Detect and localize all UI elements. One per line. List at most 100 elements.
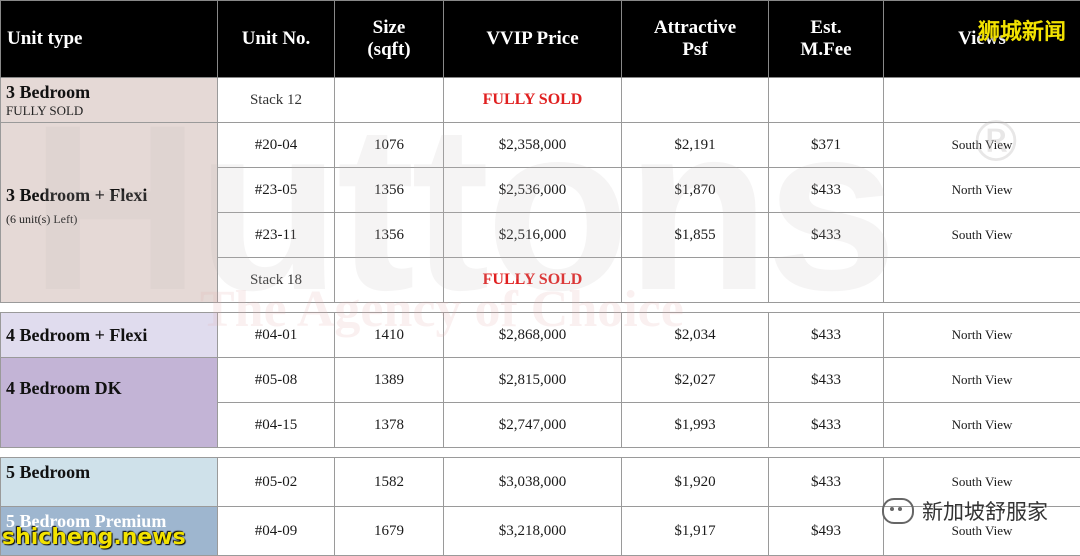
unit-no-cell: #23-05: [217, 167, 335, 213]
psf-cell: $2,034: [621, 312, 769, 358]
view-cell: South View: [883, 457, 1080, 507]
shicheng-logo-bottom: shicheng.news: [2, 525, 186, 550]
unit-no-cell: #23-11: [217, 212, 335, 258]
price-cell: $3,038,000: [443, 457, 622, 507]
psf-cell: $1,855: [621, 212, 769, 258]
unit-no-cell: #05-08: [217, 357, 335, 403]
unit-type-label: 3 Bedroom: [6, 81, 91, 102]
table-row: #23-11 1356 $2,516,000 $1,855 $433 South…: [1, 212, 1080, 258]
view-cell: North View: [883, 167, 1080, 213]
size-cell: 1582: [334, 457, 444, 507]
size-cell: 1356: [334, 167, 444, 213]
header-fee-line1: Est.: [810, 17, 842, 38]
unit-no-cell: #20-04: [217, 122, 335, 168]
unit-type-5-bedroom-premium: 5 Bedroom Premium: [0, 506, 218, 556]
table-row: #23-05 1356 $2,536,000 $1,870 $433 North…: [1, 167, 1080, 213]
psf-cell: $1,917: [621, 506, 769, 556]
price-cell: $2,868,000: [443, 312, 622, 358]
size-cell: 1356: [334, 212, 444, 258]
fully-sold-label: FULLY SOLD: [482, 271, 583, 288]
view-cell: South View: [883, 506, 1080, 556]
wechat-account-badge: 新加坡舒服家: [882, 496, 1048, 526]
psf-cell: $1,993: [621, 402, 769, 448]
unit-type-4-bedroom-flexi: 4 Bedroom + Flexi: [0, 312, 218, 358]
fee-cell: [768, 257, 884, 303]
psf-cell: $2,191: [621, 122, 769, 168]
price-cell: $3,218,000: [443, 506, 622, 556]
view-cell: South View: [883, 212, 1080, 258]
unit-type-4-bedroom-dk: 4 Bedroom DK: [0, 357, 218, 448]
unit-type-status: FULLY SOLD: [6, 102, 84, 118]
view-cell: South View: [883, 122, 1080, 168]
unit-no-cell: #04-09: [217, 506, 335, 556]
view-cell: [883, 77, 1080, 123]
units-left-note: (6 unit(s) Left): [6, 212, 78, 226]
fee-cell: $433: [768, 167, 884, 213]
fee-cell: $493: [768, 506, 884, 556]
unit-type-3-bedroom-flexi: 3 Bedroom + Flexi (6 unit(s) Left): [0, 122, 218, 303]
view-cell: North View: [883, 357, 1080, 403]
fully-sold-label: FULLY SOLD: [482, 91, 583, 108]
wechat-icon: [882, 498, 914, 524]
unit-no-cell: Stack 18: [217, 257, 335, 303]
table-header-row: Unit type Unit No. Size (sqft) VVIP Price…: [0, 0, 1080, 78]
price-cell: $2,358,000: [443, 122, 622, 168]
header-vvip-price: VVIP Price: [443, 0, 622, 78]
size-cell: 1410: [334, 312, 444, 358]
unit-no-cell: #04-15: [217, 402, 335, 448]
size-cell: 1076: [334, 122, 444, 168]
fee-cell: [768, 77, 884, 123]
unit-type-label: 4 Bedroom + Flexi: [6, 324, 148, 345]
group-spacer: [0, 447, 1080, 458]
header-unit-no: Unit No.: [217, 0, 335, 78]
header-size-line2: (sqft): [367, 39, 411, 60]
spacer-cell: [0, 447, 1080, 458]
unit-no-cell: #04-01: [217, 312, 335, 358]
unit-no-cell: #05-02: [217, 457, 335, 507]
size-cell: 1389: [334, 357, 444, 403]
size-cell: 1679: [334, 506, 444, 556]
price-cell: FULLY SOLD: [443, 77, 622, 123]
header-fee-line2: M.Fee: [800, 39, 852, 60]
unit-type-5-bedroom: 5 Bedroom: [0, 457, 218, 507]
unit-type-label: 3 Bedroom + Flexi: [6, 185, 148, 205]
fee-cell: $433: [768, 212, 884, 258]
spacer-cell: [0, 302, 1080, 313]
size-cell: 1378: [334, 402, 444, 448]
fee-cell: $371: [768, 122, 884, 168]
size-cell: [334, 257, 444, 303]
header-psf-line1: Attractive: [653, 17, 737, 38]
price-cell: $2,536,000: [443, 167, 622, 213]
psf-cell: $1,920: [621, 457, 769, 507]
unit-type-label: 5 Bedroom: [6, 462, 91, 482]
psf-cell: [621, 257, 769, 303]
table-row: 3 Bedroom + Flexi (6 unit(s) Left) #20-0…: [0, 122, 1080, 303]
price-cell: $2,516,000: [443, 212, 622, 258]
header-fee: Est. M.Fee: [768, 0, 884, 78]
header-psf: Attractive Psf: [621, 0, 769, 78]
wechat-account-name: 新加坡舒服家: [922, 500, 1048, 524]
size-cell: [334, 77, 444, 123]
view-cell: [883, 257, 1080, 303]
fee-cell: $433: [768, 357, 884, 403]
unit-type-3-bedroom: 3 Bedroom FULLY SOLD: [0, 77, 218, 123]
shicheng-logo-top: 狮城新闻: [977, 20, 1066, 45]
unit-no-cell: Stack 12: [217, 77, 335, 123]
table-row: 4 Bedroom DK #05-08 1389 $2,815,000 $2,0…: [0, 357, 1080, 448]
header-unit-type: Unit type: [0, 0, 218, 78]
table-row: 4 Bedroom + Flexi #04-01 1410 $2,868,000…: [0, 312, 1080, 358]
view-cell: North View: [883, 402, 1080, 448]
fee-cell: $433: [768, 312, 884, 358]
price-cell: FULLY SOLD: [443, 257, 622, 303]
header-size-line1: Size: [372, 17, 406, 38]
group-spacer: [0, 302, 1080, 313]
unit-type-label: 5 Bedroom Premium: [6, 511, 167, 531]
unit-type-label: 4 Bedroom DK: [6, 378, 122, 398]
psf-cell: $2,027: [621, 357, 769, 403]
table-row: 5 Bedroom Premium #04-09 1679 $3,218,000…: [0, 506, 1080, 556]
table-row: 3 Bedroom FULLY SOLD Stack 12 FULLY SOLD: [0, 77, 1080, 123]
table-row: 5 Bedroom #05-02 1582 $3,038,000 $1,920 …: [0, 457, 1080, 507]
price-cell: $2,815,000: [443, 357, 622, 403]
